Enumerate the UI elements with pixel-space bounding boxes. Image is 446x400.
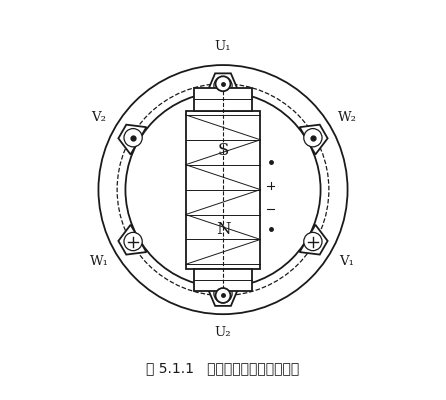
Polygon shape [207,73,239,92]
Circle shape [124,232,142,251]
Text: U₂: U₂ [215,326,231,339]
Text: S: S [217,142,229,159]
Text: N: N [216,220,230,238]
Polygon shape [118,225,146,254]
Polygon shape [207,287,239,306]
Text: W₁: W₁ [90,255,108,268]
FancyBboxPatch shape [194,88,252,111]
Text: V₂: V₂ [91,112,107,124]
Polygon shape [300,225,328,254]
FancyBboxPatch shape [186,111,260,268]
Circle shape [215,76,231,91]
Text: U₁: U₁ [215,40,231,53]
Circle shape [214,284,232,302]
Circle shape [304,232,322,251]
Circle shape [304,128,322,147]
Circle shape [99,65,347,314]
FancyBboxPatch shape [194,268,252,291]
Polygon shape [300,125,328,154]
Text: V₁: V₁ [339,255,355,268]
Text: W₂: W₂ [338,112,356,124]
Text: 图 5.1.1   三相交流发电机的原理图: 图 5.1.1 三相交流发电机的原理图 [146,361,300,375]
Polygon shape [118,125,146,154]
Circle shape [125,92,321,287]
Circle shape [215,288,231,303]
Circle shape [214,77,232,95]
Circle shape [124,128,142,147]
